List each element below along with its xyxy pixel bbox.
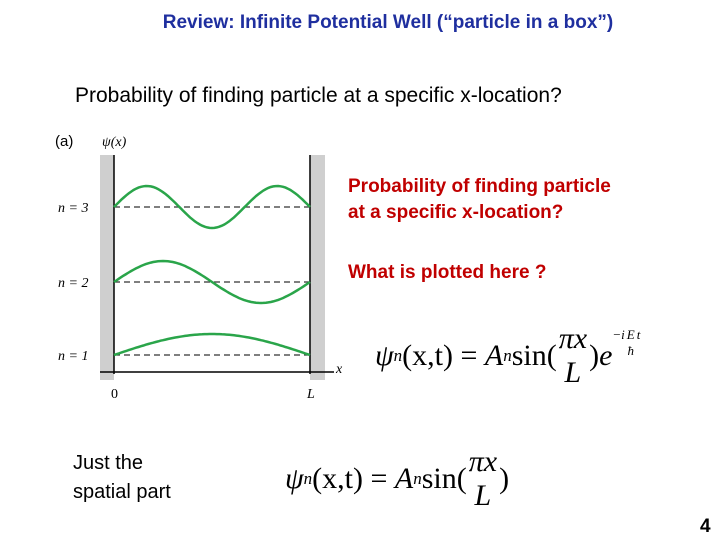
- eq-coef: A: [394, 462, 414, 495]
- note: at a specific x-location?: [348, 202, 564, 223]
- y-axis-label: ψ(x): [102, 135, 127, 150]
- note: What is plotted here ?: [348, 262, 547, 283]
- wavefunction: [113, 332, 311, 357]
- eq-sub: n: [303, 469, 313, 488]
- figure: (a) ψ(x) x n = 3 n = 2 n = 1 0 L: [55, 133, 343, 402]
- question: Probability of finding particle at a spe…: [75, 84, 562, 107]
- eq-num: πx: [558, 322, 588, 355]
- eq-sub: n: [393, 346, 403, 365]
- eq-exp-num: E: [626, 327, 635, 342]
- caption: Just the: [73, 452, 144, 474]
- wavefunction: [113, 184, 311, 230]
- eq-func: sin(: [511, 339, 557, 372]
- left-wall: [100, 155, 114, 380]
- eq-args: (x,t) =: [402, 339, 478, 372]
- eq-sub: n: [413, 469, 422, 488]
- x-axis-label: x: [335, 362, 343, 377]
- eq-close: ): [589, 339, 600, 372]
- eq-num: πx: [468, 445, 498, 478]
- eq-coef: A: [484, 339, 504, 372]
- eq-symbol: ψ: [285, 462, 304, 495]
- x-tick-label: 0: [111, 387, 118, 402]
- eq-exp-t: t: [636, 327, 641, 342]
- wavefunction: [113, 259, 311, 305]
- eq-func: sin(: [421, 462, 467, 495]
- level-label: n = 3: [58, 201, 88, 216]
- panel-label: (a): [55, 133, 73, 150]
- eq-args: (x,t) =: [312, 462, 388, 495]
- right-wall: [310, 155, 325, 380]
- note: Probability of finding particle: [348, 176, 611, 197]
- eq-symbol: ψ: [375, 339, 394, 372]
- eq-close: ): [499, 462, 510, 495]
- level-label: n = 1: [58, 349, 88, 364]
- eq-den: L: [564, 356, 582, 389]
- eq-base: e: [599, 339, 613, 372]
- eq-den: L: [474, 479, 492, 512]
- page-number: 4: [700, 516, 711, 537]
- level-label: n = 2: [58, 276, 88, 291]
- x-tick-label: L: [306, 387, 315, 402]
- caption: spatial part: [73, 481, 171, 503]
- eq-sub: n: [503, 346, 512, 365]
- title: Review: Infinite Potential Well (“partic…: [162, 12, 614, 33]
- eq-exp-den: ħ: [627, 343, 635, 358]
- eq-exp: −i: [612, 327, 625, 342]
